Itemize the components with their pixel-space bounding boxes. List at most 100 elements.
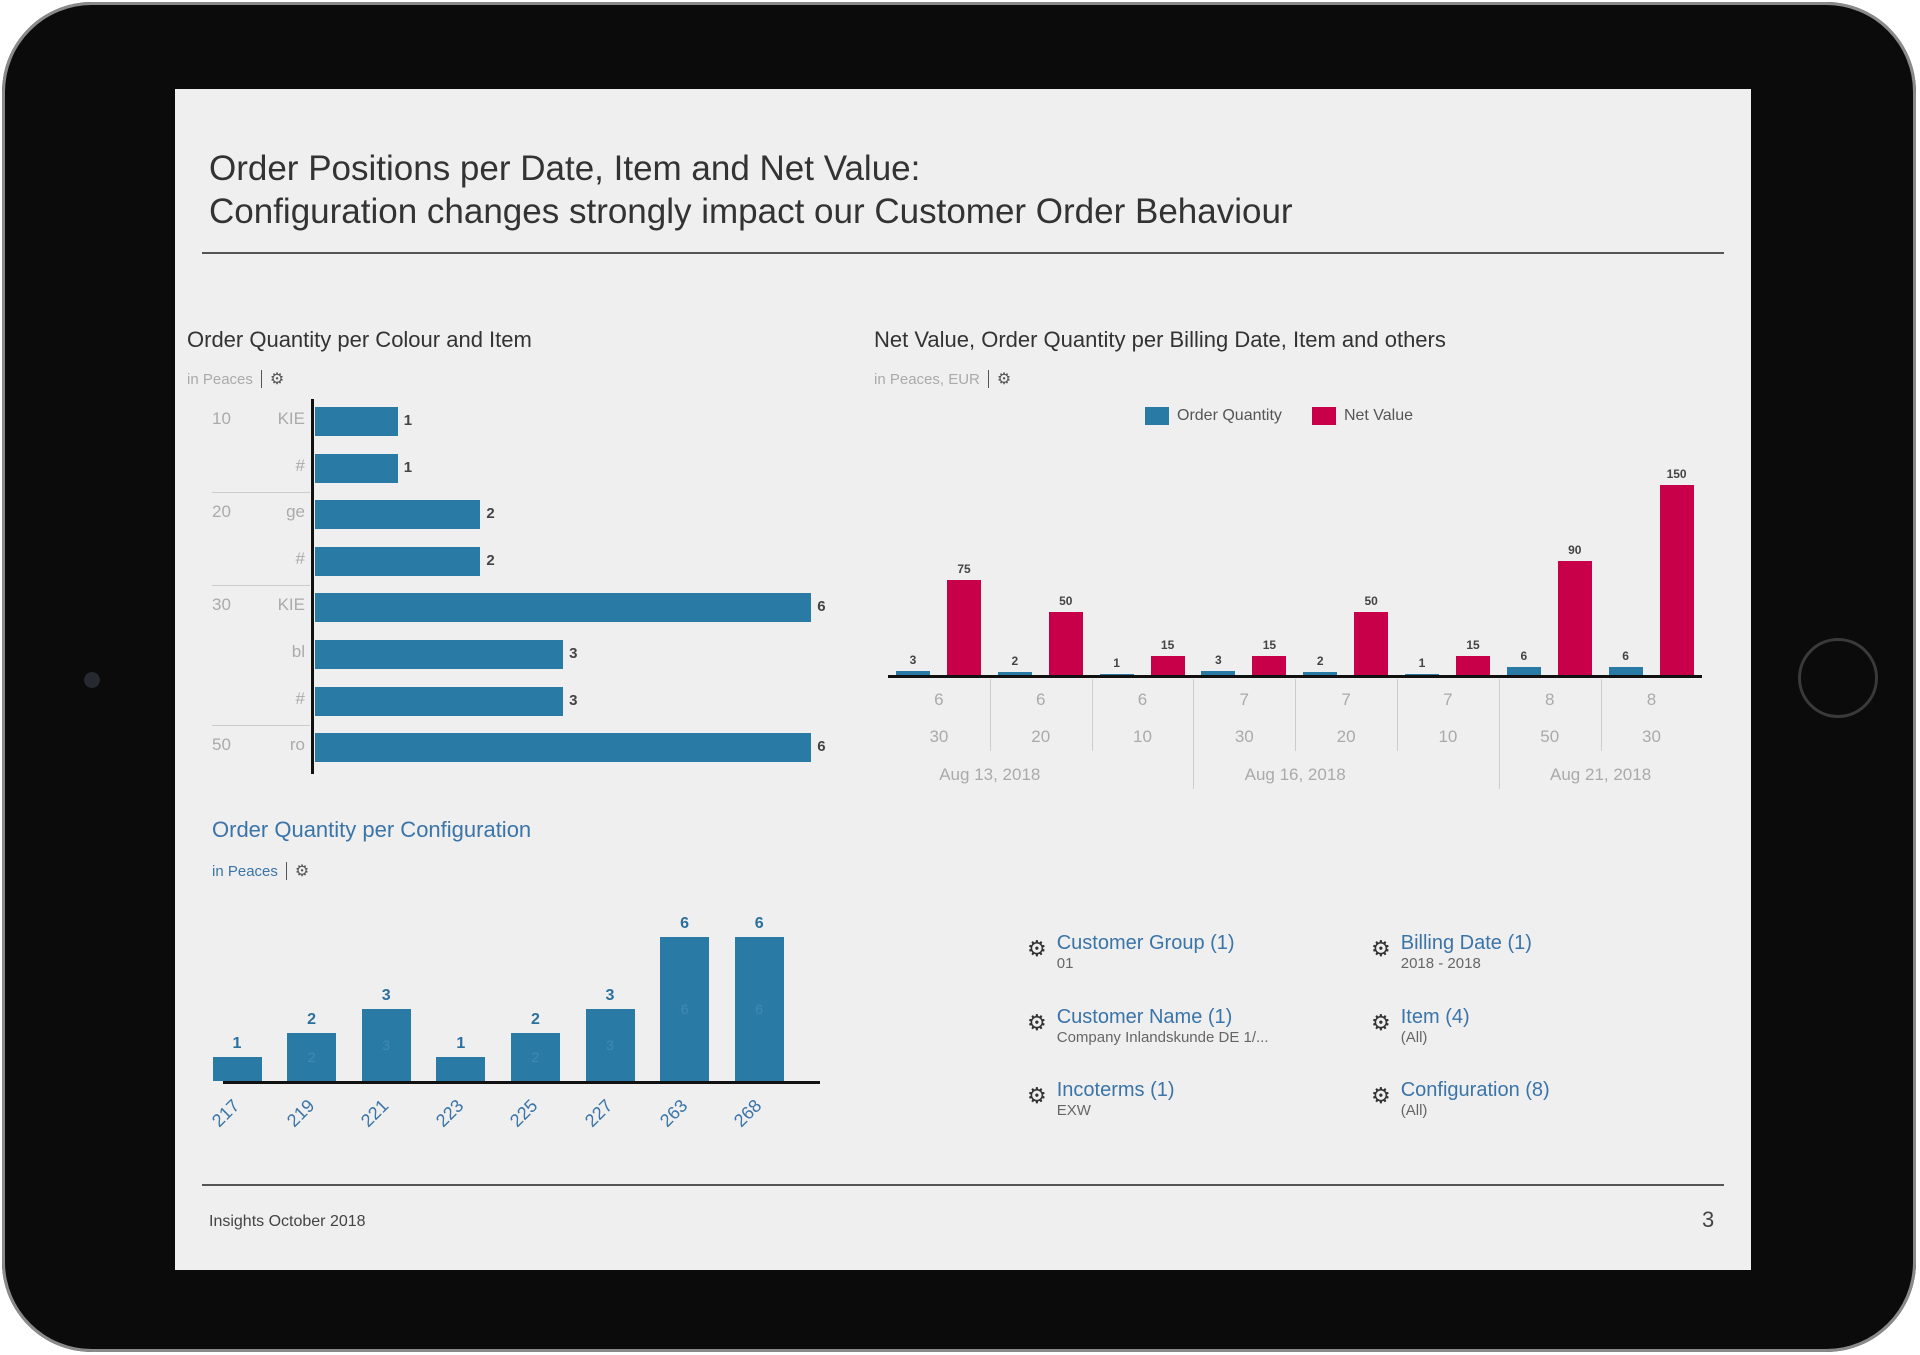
filter-name[interactable]: Customer Group (1) xyxy=(1056,932,1235,954)
x-tick-label[interactable]: 219 xyxy=(282,1095,318,1131)
data-label: 3 xyxy=(1215,653,1222,668)
x-tick-label[interactable]: 263 xyxy=(655,1095,691,1131)
filter-item[interactable]: ⚙ Item (4) (All) xyxy=(1371,1006,1470,1046)
filter-gear-icon[interactable]: ⚙ xyxy=(1371,1009,1391,1035)
colour-label: KIE xyxy=(277,595,305,615)
separator xyxy=(260,370,262,388)
bar xyxy=(660,937,710,1081)
data-label: 6 xyxy=(754,915,764,932)
filter-value: 2018 - 2018 xyxy=(1400,955,1481,972)
filter-name[interactable]: Item (4) xyxy=(1400,1005,1470,1028)
item-tick-label: 50 xyxy=(1540,727,1560,746)
data-label: 15 xyxy=(1262,637,1277,652)
data-label: 3 xyxy=(605,987,615,1004)
filter-value: 01 xyxy=(1056,955,1074,972)
x-tick-label[interactable]: 227 xyxy=(580,1095,617,1131)
data-label: 1 xyxy=(232,1035,242,1052)
date-label: Aug 13, 2018 xyxy=(939,765,1041,784)
chart2-subtitle: in Peaces, EUR ⚙ xyxy=(874,369,1011,389)
bar xyxy=(315,546,481,576)
data-label: 15 xyxy=(1160,637,1175,652)
title-line-2: Configuration changes strongly impact ou… xyxy=(209,192,1293,231)
colour-label: # xyxy=(295,548,305,568)
bar xyxy=(315,733,812,763)
bar xyxy=(315,593,812,623)
filter-gear-icon[interactable]: ⚙ xyxy=(1027,1083,1047,1108)
bar xyxy=(212,1057,262,1081)
colour-label: KIE xyxy=(277,409,305,428)
tick-divider xyxy=(1600,679,1602,751)
item-tick-label: 30 xyxy=(1642,727,1661,746)
bar xyxy=(734,937,784,1081)
filter-item[interactable]: ⚙ Customer Name (1) Company Inlandskunde D… xyxy=(1027,1006,1269,1046)
settings-gear-icon[interactable]: ⚙ xyxy=(996,371,1012,388)
data-label: 2 xyxy=(486,505,495,523)
title-line-1: Order Positions per Date, Item and Net V… xyxy=(209,149,921,188)
bar-order-quantity xyxy=(997,672,1032,675)
filter-gear-icon[interactable]: ⚙ xyxy=(1027,1009,1047,1035)
filter-item[interactable]: ⚙ Customer Group (1) 01 xyxy=(1027,932,1235,972)
filter-item[interactable]: ⚙ Billing Date (1) 2018 - 2018 xyxy=(1371,932,1532,972)
x-axis-line xyxy=(888,675,1703,678)
item-label: 20 xyxy=(212,502,231,522)
data-label: 6 xyxy=(680,915,690,932)
filter-gear-icon[interactable]: ⚙ xyxy=(1371,1083,1391,1108)
filter-name[interactable]: Customer Name (1) xyxy=(1056,1005,1233,1028)
chart2-legend: Order Quantity Net Value xyxy=(1145,407,1413,425)
item-tick-label: 20 xyxy=(1031,727,1051,746)
data-label: 1 xyxy=(456,1035,466,1052)
legend-order-quantity: Order Quantity xyxy=(1145,407,1282,425)
filter-gear-icon[interactable]: ⚙ xyxy=(1371,936,1391,961)
filter-text: Configuration (8) (All) xyxy=(1401,1079,1550,1119)
separator xyxy=(285,862,287,880)
x-tick-label[interactable]: 225 xyxy=(506,1095,542,1131)
bar xyxy=(315,640,564,669)
filter-gear-icon[interactable]: ⚙ xyxy=(1027,936,1047,961)
data-label: 3 xyxy=(909,653,917,668)
colour-label: # xyxy=(295,688,305,708)
x-tick-label[interactable]: 268 xyxy=(730,1095,766,1131)
data-label: 3 xyxy=(569,645,578,662)
legend-net-value: Net Value xyxy=(1311,407,1413,425)
inner-data-label: 6 xyxy=(680,1001,689,1017)
chart3-title[interactable]: Order Quantity per Configuration xyxy=(212,817,532,842)
filter-name[interactable]: Billing Date (1) xyxy=(1400,932,1532,954)
bar-net-value xyxy=(1252,655,1287,675)
x-tick-label[interactable]: 217 xyxy=(207,1095,244,1131)
settings-gear-icon[interactable]: ⚙ xyxy=(269,371,285,388)
tick-divider xyxy=(989,679,991,751)
filter-item[interactable]: ⚙ Incoterms (1) EXW xyxy=(1027,1079,1175,1119)
divider xyxy=(202,252,1724,254)
filter-item[interactable]: ⚙ Configuration (8) (All) xyxy=(1371,1079,1550,1119)
item-tick-label: 7 xyxy=(1443,690,1453,709)
x-tick-label[interactable]: 221 xyxy=(357,1095,393,1131)
bar xyxy=(361,1009,411,1081)
inner-data-label: 2 xyxy=(307,1049,316,1065)
item-tick-label: 10 xyxy=(1133,727,1152,746)
bar-order-quantity xyxy=(1405,673,1439,675)
home-button[interactable] xyxy=(1798,638,1878,718)
filter-text: Item (4) (All) xyxy=(1401,1006,1470,1046)
inner-data-label: 3 xyxy=(606,1037,614,1053)
bar-net-value xyxy=(1048,611,1083,675)
colour-label: # xyxy=(295,455,305,475)
bar xyxy=(315,407,398,436)
item-label: 30 xyxy=(212,595,231,615)
filter-name[interactable]: Incoterms (1) xyxy=(1056,1079,1175,1101)
data-label: 6 xyxy=(817,738,826,756)
data-label: 6 xyxy=(1520,649,1528,664)
data-label: 90 xyxy=(1568,542,1582,557)
filter-value: (All) xyxy=(1400,1028,1428,1046)
tick-divider xyxy=(1193,679,1195,789)
x-tick-label[interactable]: 223 xyxy=(431,1095,468,1131)
item-tick-label: 8 xyxy=(1544,690,1555,709)
bar xyxy=(510,1033,560,1081)
settings-gear-icon[interactable]: ⚙ xyxy=(294,863,310,880)
page-number: 3 xyxy=(1702,1207,1715,1232)
legend-swatch xyxy=(1145,407,1169,425)
bar-order-quantity xyxy=(1201,671,1236,675)
inner-data-label: 6 xyxy=(755,1001,764,1017)
filter-name[interactable]: Configuration (8) xyxy=(1400,1079,1550,1101)
data-label: 1 xyxy=(403,458,413,476)
bar xyxy=(585,1009,635,1081)
